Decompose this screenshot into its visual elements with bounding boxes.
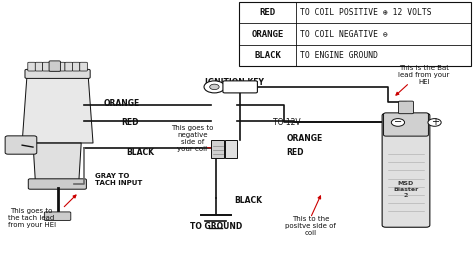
Text: This to the
positve side of
coil: This to the positve side of coil [285,216,336,236]
Text: TO 12V: TO 12V [273,118,300,127]
Text: +: + [430,117,438,127]
Text: BLACK: BLACK [235,196,263,205]
FancyBboxPatch shape [25,69,90,78]
FancyBboxPatch shape [399,101,413,114]
FancyBboxPatch shape [80,62,87,71]
Text: ORANGE: ORANGE [287,134,323,143]
Text: This goes to
the tach lead
from your HEI: This goes to the tach lead from your HEI [8,208,55,228]
Text: −: − [394,117,402,127]
FancyBboxPatch shape [65,62,73,71]
Text: IGNITION KEY: IGNITION KEY [205,78,264,87]
Text: RED: RED [260,8,276,17]
Text: RED: RED [121,118,139,127]
Text: ORANGE: ORANGE [252,30,284,39]
FancyBboxPatch shape [35,62,43,71]
Text: This goes to
negative
side of
your coil: This goes to negative side of your coil [171,125,213,152]
Text: TO COIL NEGATIVE ⊖: TO COIL NEGATIVE ⊖ [300,30,388,39]
FancyBboxPatch shape [225,140,237,158]
Text: BLACK: BLACK [126,148,154,157]
Text: GRAY TO
TACH INPUT: GRAY TO TACH INPUT [95,174,143,186]
Circle shape [204,81,225,93]
Circle shape [210,84,219,90]
Text: TO ENGINE GROUND: TO ENGINE GROUND [300,51,378,60]
FancyBboxPatch shape [239,2,471,66]
FancyBboxPatch shape [45,212,71,220]
FancyBboxPatch shape [73,62,80,71]
Text: ORANGE: ORANGE [104,99,140,108]
FancyBboxPatch shape [5,136,37,154]
Circle shape [392,119,405,126]
FancyBboxPatch shape [211,140,224,158]
Text: TO GROUND: TO GROUND [190,222,242,231]
Text: This is the Bat
lead from your
HEI: This is the Bat lead from your HEI [398,65,449,85]
FancyBboxPatch shape [382,113,430,227]
FancyBboxPatch shape [57,62,65,71]
FancyBboxPatch shape [383,113,428,136]
Text: TO COIL POSITIVE ⊕ 12 VOLTS: TO COIL POSITIVE ⊕ 12 VOLTS [300,8,431,17]
Text: BLACK: BLACK [255,51,281,60]
FancyBboxPatch shape [43,62,50,71]
FancyBboxPatch shape [49,61,60,71]
FancyBboxPatch shape [50,62,58,71]
FancyBboxPatch shape [28,179,86,189]
Text: RED: RED [287,148,304,157]
Circle shape [428,119,441,126]
Text: MSD
Blaster
2: MSD Blaster 2 [393,181,419,198]
Polygon shape [22,77,93,143]
FancyBboxPatch shape [28,62,36,71]
Polygon shape [33,143,81,181]
FancyBboxPatch shape [223,81,257,93]
